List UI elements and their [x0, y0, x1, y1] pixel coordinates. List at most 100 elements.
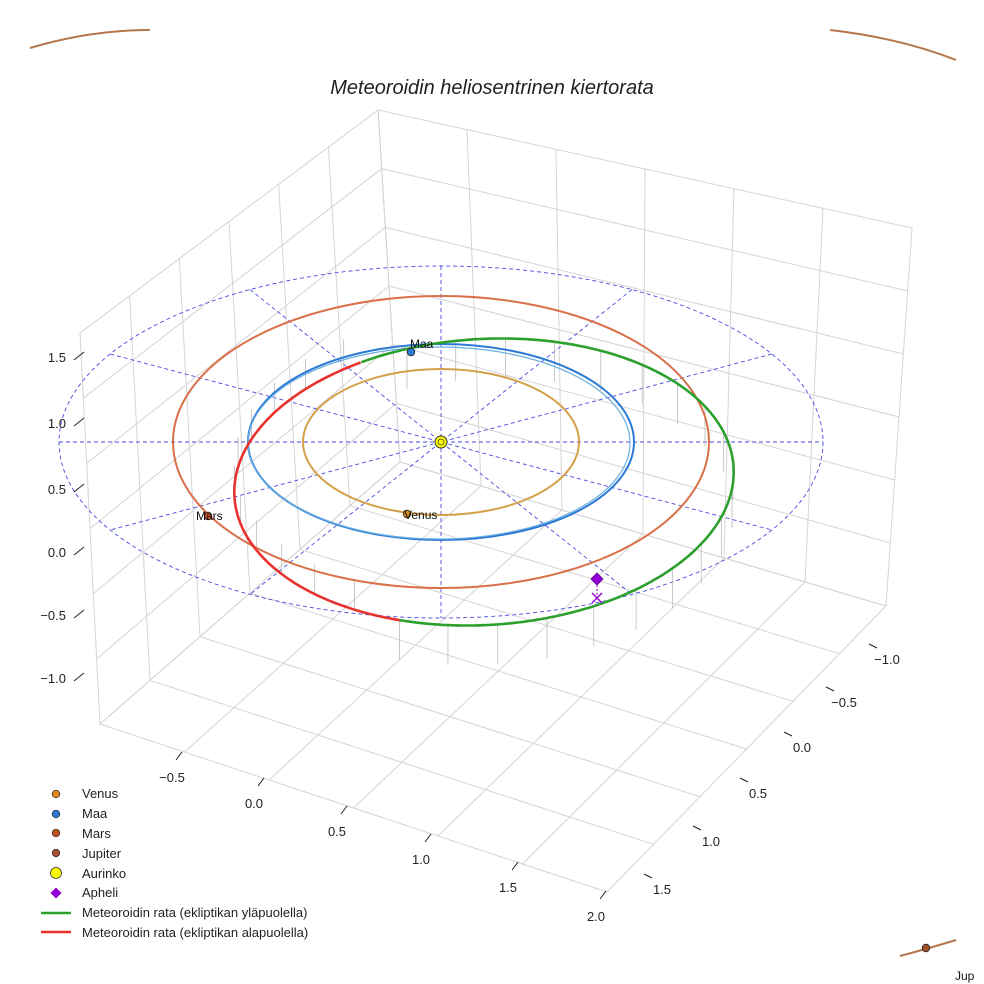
orbit-jupiter-top-left [29, 29, 151, 49]
y-tick-mark [739, 777, 749, 783]
legend-item: Apheli [40, 883, 308, 903]
legend-label: Meteoroidin rata (ekliptikan alapuolella… [82, 924, 309, 940]
z-tick-mark [73, 351, 85, 361]
legend-label: Meteoroidin rata (ekliptikan yläpuolella… [82, 905, 308, 921]
z-tick-label: 0.0 [48, 545, 66, 560]
meteoroid-orbit [233, 337, 736, 627]
legend-symbol [40, 787, 72, 801]
legend-diamond [50, 887, 62, 899]
legend-symbol [40, 807, 72, 821]
sun-marker [434, 435, 448, 449]
legend-symbol-graphic [51, 789, 61, 799]
legend-dot [51, 809, 61, 818]
planet-venus [402, 509, 412, 519]
orbit-jupiter-top-right [829, 29, 957, 61]
z-tick-label: 0.5 [48, 482, 66, 497]
z-tick-label: −1.0 [40, 671, 66, 686]
z-tick-label: 1.0 [48, 416, 66, 431]
wall-grid-line [381, 168, 908, 292]
chart-title: Meteoroidin heliosentrinen kiertorata [330, 77, 654, 99]
x-tick-label: 1.0 [412, 852, 430, 867]
legend-sun [50, 867, 62, 879]
z-tick-label: 1.5 [48, 350, 66, 365]
legend-symbol [40, 826, 72, 840]
y-tick-label: 0.0 [793, 740, 811, 755]
legend-item: Maa [40, 804, 308, 824]
legend-label: Mars [82, 825, 111, 841]
legend-symbol [40, 866, 72, 880]
z-tick-mark [73, 609, 85, 619]
y-tick-mark [783, 731, 793, 737]
wall-grid-line [804, 208, 824, 583]
legend-label: Venus [82, 786, 119, 802]
x-tick-label: 0.0 [245, 796, 263, 811]
planet-markers: Venus Maa Mars Jup [196, 337, 975, 983]
legend-symbol [40, 886, 72, 900]
legend-symbol-graphic [50, 887, 62, 899]
drop-lines [233, 338, 734, 666]
x-tick-mark [340, 805, 348, 815]
x-tick-mark [599, 890, 607, 900]
legend-symbol-graphic [50, 867, 62, 879]
x-tick-label: 1.5 [499, 880, 517, 895]
legend-symbol-graphic [51, 829, 61, 838]
y-tick-label: −1.0 [874, 652, 900, 667]
legend-item: Meteoroidin rata (ekliptikan alapuolella… [40, 923, 308, 943]
legend-dot [51, 789, 61, 799]
planet-orbits [29, 29, 957, 957]
legend-label: Apheli [82, 885, 119, 901]
x-tick-mark [424, 833, 432, 843]
ecliptic-radial-line [249, 289, 633, 595]
planet-jupiter [921, 943, 931, 953]
x-tick-mark [175, 751, 183, 761]
legend-label: Maa [82, 806, 108, 822]
meteoroid-orbit-above [360, 337, 736, 627]
z-tick-label: −0.5 [40, 608, 66, 623]
tick-labels: 1.5 1.0 0.5 0.0 −0.5 −1.0 −0.5 0.0 0.5 1.0 1.5 2.0 −… [40, 350, 900, 924]
y-tick-mark [825, 686, 835, 692]
legend-item: Mars [40, 824, 308, 844]
planet-maa [406, 347, 416, 357]
legend-item: Aurinko [40, 863, 308, 883]
y-tick-mark [692, 825, 702, 831]
x-tick-label: 2.0 [587, 909, 605, 924]
legend-dot [51, 829, 61, 838]
z-tick-mark [73, 672, 85, 682]
z-tick-mark [73, 483, 85, 493]
legend: Venus Maa Mars Jupiter Aurinko Apheli Meteoroi… [40, 784, 308, 942]
planet-label-maa: Maa [410, 337, 434, 351]
y-tick-label: −0.5 [831, 695, 857, 710]
x-tick-mark [511, 861, 519, 871]
x-tick-mark [257, 777, 265, 787]
legend-label: Jupiter [82, 845, 122, 861]
ecliptic-radial-line [110, 353, 772, 531]
meteoroid-orbit-below [233, 361, 400, 622]
z-tick-mark [73, 546, 85, 556]
ecliptic-radial-line [249, 289, 633, 595]
z-tick-mark [73, 417, 85, 427]
legend-symbol-graphic [51, 849, 61, 858]
ecliptic-radial-line [110, 353, 772, 531]
orbit-mars [172, 295, 710, 589]
planet-label-mars: Mars [196, 509, 223, 523]
planet-label-venus: Venus [404, 508, 437, 522]
orbit-venus [302, 368, 580, 516]
planet-label-jupiter: Jup [955, 969, 975, 983]
legend-label: Aurinko [82, 865, 127, 881]
legend-symbol [40, 846, 72, 860]
legend-symbol-graphic [51, 809, 61, 818]
y-tick-label: 1.5 [653, 882, 671, 897]
y-tick-mark [868, 643, 878, 649]
legend-symbol [40, 925, 72, 939]
legend-dot [51, 849, 61, 858]
sun-marker-core [437, 438, 445, 446]
legend-item: Venus [40, 784, 308, 804]
legend-symbol-graphic [41, 931, 71, 934]
x-tick-label: 0.5 [328, 824, 346, 839]
legend-item: Jupiter [40, 843, 308, 863]
y-tick-mark [643, 873, 653, 879]
y-tick-label: 0.5 [749, 786, 767, 801]
x-tick-label: −0.5 [159, 770, 185, 785]
legend-symbol-graphic [41, 911, 71, 914]
